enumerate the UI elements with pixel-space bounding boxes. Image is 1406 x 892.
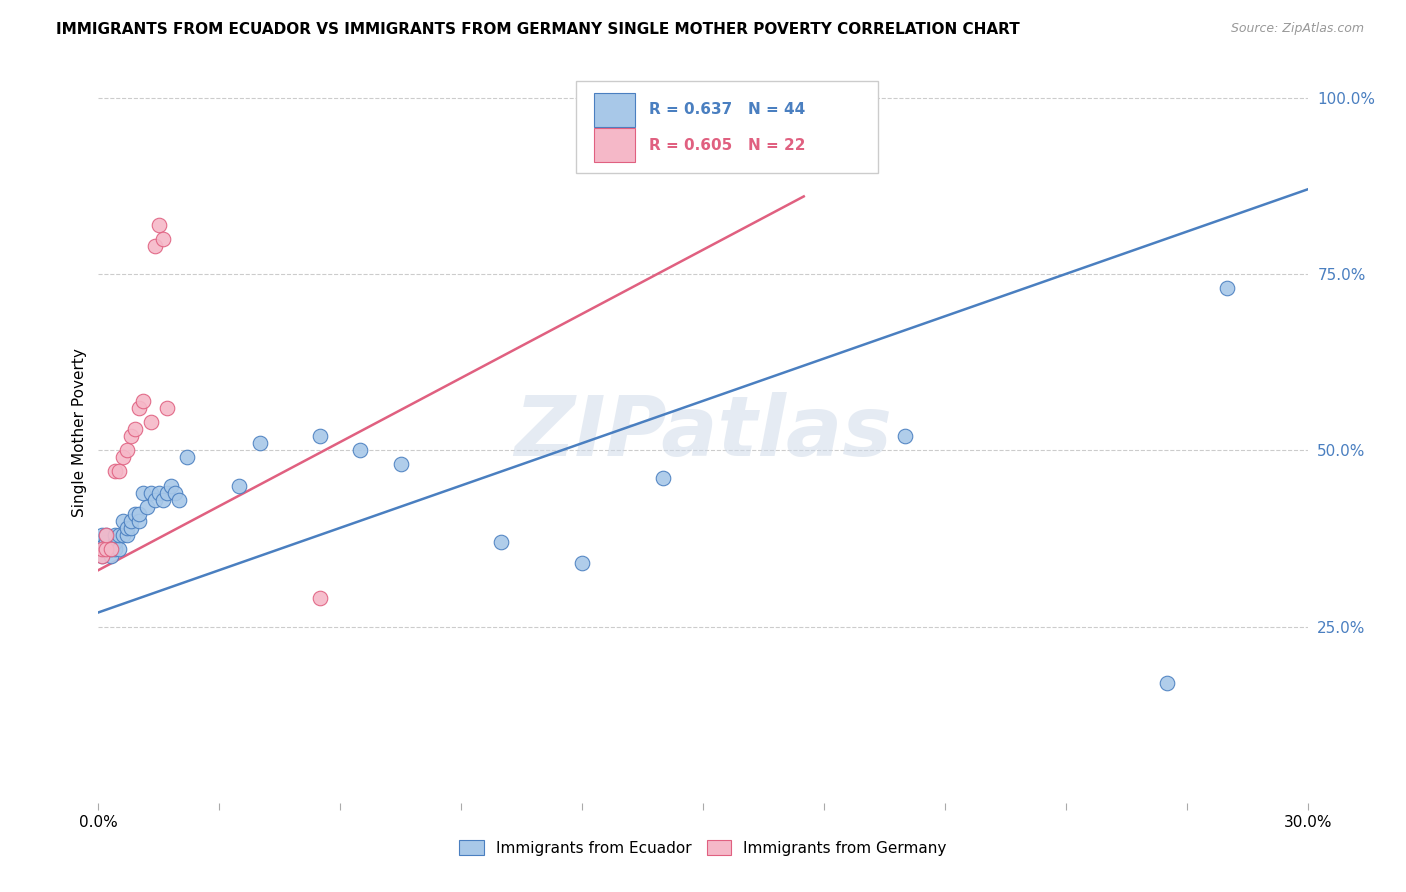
Point — [120, 521, 142, 535]
Point — [163, 485, 186, 500]
Point — [139, 485, 162, 500]
Point — [156, 401, 179, 415]
FancyBboxPatch shape — [595, 93, 636, 127]
Point — [135, 500, 157, 514]
Point — [128, 507, 150, 521]
Point — [893, 429, 915, 443]
Point — [349, 443, 371, 458]
Point — [160, 478, 183, 492]
Point — [103, 535, 125, 549]
Point — [115, 528, 138, 542]
Point — [176, 450, 198, 465]
Text: ZIPatlas: ZIPatlas — [515, 392, 891, 473]
Point — [107, 464, 129, 478]
Point — [100, 541, 122, 556]
Point — [103, 528, 125, 542]
Point — [103, 464, 125, 478]
Point — [100, 541, 122, 556]
Point — [120, 429, 142, 443]
Point — [91, 535, 114, 549]
Point — [91, 528, 114, 542]
Point — [143, 492, 166, 507]
Y-axis label: Single Mother Poverty: Single Mother Poverty — [72, 348, 87, 517]
Point — [148, 218, 170, 232]
Point — [156, 485, 179, 500]
Point — [111, 514, 134, 528]
Point — [152, 232, 174, 246]
Point — [96, 528, 118, 542]
Point — [571, 556, 593, 570]
Point — [111, 450, 134, 465]
Point — [752, 104, 775, 119]
Point — [96, 541, 118, 556]
Point — [124, 507, 146, 521]
Text: R = 0.637   N = 44: R = 0.637 N = 44 — [648, 103, 804, 118]
Point — [139, 415, 162, 429]
FancyBboxPatch shape — [595, 128, 636, 162]
Point — [115, 521, 138, 535]
Point — [96, 541, 118, 556]
Point — [733, 112, 755, 126]
Point — [167, 492, 190, 507]
Point — [389, 458, 412, 472]
Point — [91, 549, 114, 563]
Point — [128, 401, 150, 415]
Point — [91, 549, 114, 563]
Point — [1216, 281, 1239, 295]
Text: IMMIGRANTS FROM ECUADOR VS IMMIGRANTS FROM GERMANY SINGLE MOTHER POVERTY CORRELA: IMMIGRANTS FROM ECUADOR VS IMMIGRANTS FR… — [56, 22, 1019, 37]
Point — [124, 422, 146, 436]
Point — [132, 485, 155, 500]
Point — [128, 514, 150, 528]
Point — [96, 528, 118, 542]
Point — [1156, 676, 1178, 690]
Point — [228, 478, 250, 492]
Point — [107, 528, 129, 542]
Point — [152, 492, 174, 507]
Point — [148, 485, 170, 500]
Point — [249, 436, 271, 450]
Point — [115, 443, 138, 458]
Point — [91, 541, 114, 556]
Point — [96, 535, 118, 549]
Legend: Immigrants from Ecuador, Immigrants from Germany: Immigrants from Ecuador, Immigrants from… — [453, 834, 953, 862]
Point — [132, 393, 155, 408]
Point — [740, 126, 762, 140]
Text: Source: ZipAtlas.com: Source: ZipAtlas.com — [1230, 22, 1364, 36]
Point — [309, 591, 332, 606]
Point — [111, 528, 134, 542]
Point — [100, 549, 122, 563]
Point — [651, 471, 673, 485]
Point — [491, 535, 513, 549]
Point — [309, 429, 332, 443]
Point — [103, 541, 125, 556]
Point — [120, 514, 142, 528]
FancyBboxPatch shape — [576, 81, 879, 173]
Point — [107, 541, 129, 556]
Text: R = 0.605   N = 22: R = 0.605 N = 22 — [648, 138, 806, 153]
Point — [143, 239, 166, 253]
